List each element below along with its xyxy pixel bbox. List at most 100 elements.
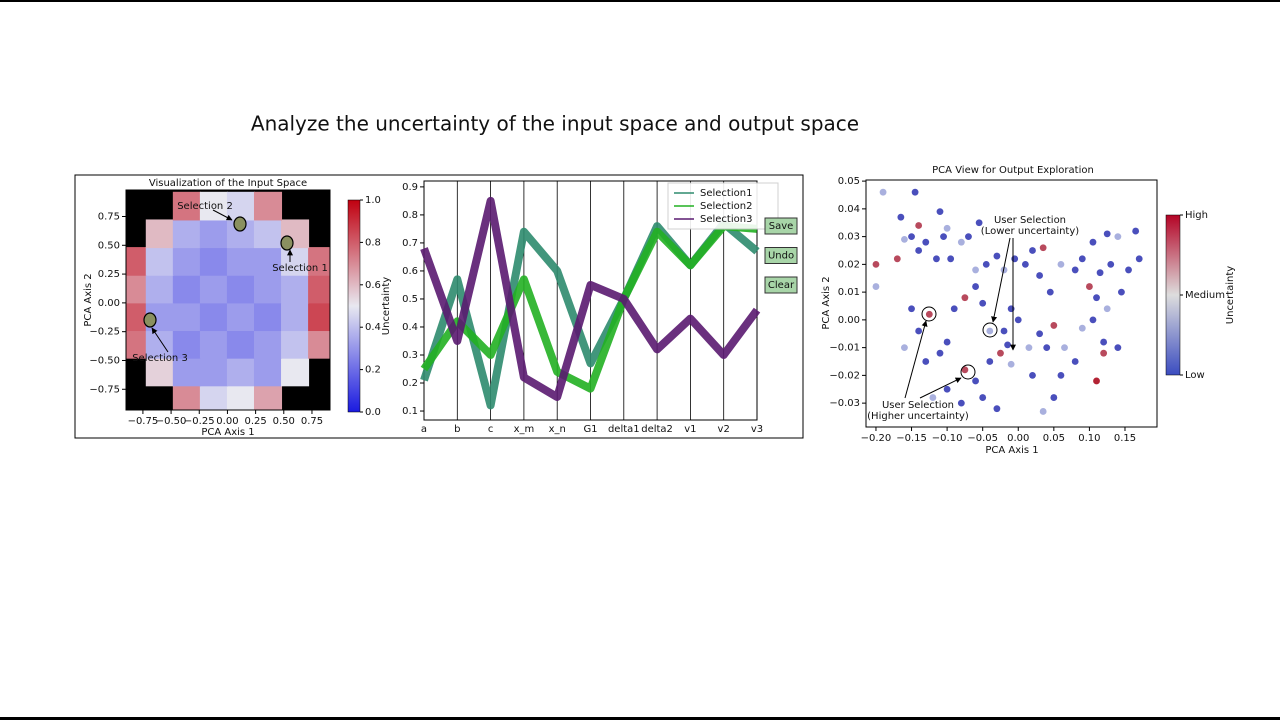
point — [957, 238, 965, 246]
top-border — [0, 0, 1280, 2]
point — [933, 255, 940, 263]
heat-cell — [253, 357, 283, 387]
heat-cell — [308, 330, 330, 359]
point — [929, 394, 937, 401]
point — [1025, 344, 1033, 352]
annotation: User Selection — [882, 400, 954, 411]
x-tick-label: 0.15 — [1114, 433, 1136, 444]
heat-cell — [145, 247, 174, 276]
y-tick-label: 0.4 — [402, 322, 418, 333]
point — [1071, 266, 1079, 274]
point — [1036, 272, 1044, 279]
point — [1021, 260, 1029, 268]
x-tick-label: −0.20 — [861, 433, 892, 444]
chart-title: PCA View for Output Exploration — [932, 165, 1094, 176]
y-tick-label: −0.50 — [89, 355, 120, 366]
point — [1125, 266, 1132, 274]
x-tick-label: 0.10 — [1078, 433, 1100, 444]
point — [997, 349, 1004, 357]
heat-cell — [281, 357, 310, 387]
x-tick-label: 0.25 — [244, 416, 266, 427]
point — [993, 405, 1001, 413]
heat-cell — [145, 330, 174, 359]
y-axis-label: PCA Axis 2 — [83, 273, 94, 326]
point — [911, 188, 919, 196]
x-tick-label: 0.75 — [301, 416, 323, 427]
button[interactable] — [764, 276, 798, 294]
selection-region — [280, 235, 294, 251]
heat-cell — [145, 219, 174, 249]
point — [1050, 394, 1058, 401]
heat-cell — [126, 330, 147, 359]
annotation: Selection 3 — [132, 353, 188, 364]
point — [1043, 344, 1051, 352]
point — [993, 252, 1001, 260]
heat-cell — [145, 274, 174, 304]
point — [1118, 288, 1125, 296]
heat-cell — [226, 302, 255, 332]
x-tick-label: delta2 — [641, 424, 673, 435]
heat-cell — [253, 247, 283, 276]
y-tick-label: 0.7 — [402, 238, 418, 249]
x-tick-label: v2 — [718, 424, 730, 435]
x-tick-label: −0.05 — [967, 433, 998, 444]
point — [1039, 408, 1047, 415]
selection-region — [143, 312, 157, 328]
point — [915, 327, 923, 335]
point — [1004, 341, 1011, 349]
annotation-arrow — [151, 327, 169, 353]
heat-cell — [253, 191, 283, 221]
heat-cell — [172, 274, 201, 304]
annotation: (Lower uncertainty) — [981, 226, 1079, 237]
point — [1100, 349, 1108, 357]
legend-label: Selection1 — [700, 188, 752, 199]
point — [1039, 244, 1047, 252]
point — [1107, 260, 1115, 268]
heat-cell — [308, 274, 330, 304]
y-tick-label: 0.00 — [98, 298, 120, 309]
x-tick-label: G1 — [583, 424, 597, 435]
point — [1135, 255, 1143, 263]
point — [1011, 255, 1019, 263]
point — [1114, 344, 1122, 352]
x-tick-label: 0.00 — [216, 416, 238, 427]
y-tick-label: 0.00 — [838, 315, 860, 326]
plot-frame — [865, 179, 1158, 428]
x-tick-label: b — [454, 424, 460, 435]
heat-cell — [172, 330, 201, 359]
point — [908, 233, 915, 241]
point — [1089, 238, 1097, 246]
selection-band — [420, 222, 758, 393]
y-tick-label: 0.75 — [98, 211, 120, 222]
selection-ring — [982, 322, 998, 338]
y-tick-label: −0.01 — [829, 343, 860, 354]
button[interactable] — [764, 247, 798, 264]
heat-cell — [126, 274, 147, 304]
annotation-arrow — [212, 209, 233, 221]
button-label[interactable]: Save — [769, 221, 794, 232]
point — [972, 377, 979, 385]
point — [1096, 269, 1104, 277]
button-label[interactable]: Clear — [768, 280, 795, 291]
heat-cell — [199, 274, 228, 304]
point — [975, 219, 983, 227]
point — [925, 310, 933, 318]
button-label[interactable]: Undo — [768, 251, 794, 262]
point — [1046, 288, 1054, 296]
y-tick-label: 0.2 — [402, 378, 418, 389]
legend-label: Selection2 — [700, 201, 752, 212]
heat-cell — [308, 302, 330, 332]
y-tick-label: −0.03 — [829, 398, 860, 409]
x-tick-label: −0.75 — [128, 416, 159, 427]
point — [915, 247, 923, 254]
colorbar-tick-label: High — [1185, 210, 1208, 221]
point — [908, 305, 915, 313]
heat-cell — [126, 302, 147, 332]
point — [1100, 338, 1108, 346]
annotation-arrow — [919, 377, 962, 399]
point — [943, 224, 951, 232]
y-tick-label: 0.50 — [98, 240, 120, 251]
button[interactable] — [764, 217, 798, 235]
point — [1057, 260, 1065, 268]
